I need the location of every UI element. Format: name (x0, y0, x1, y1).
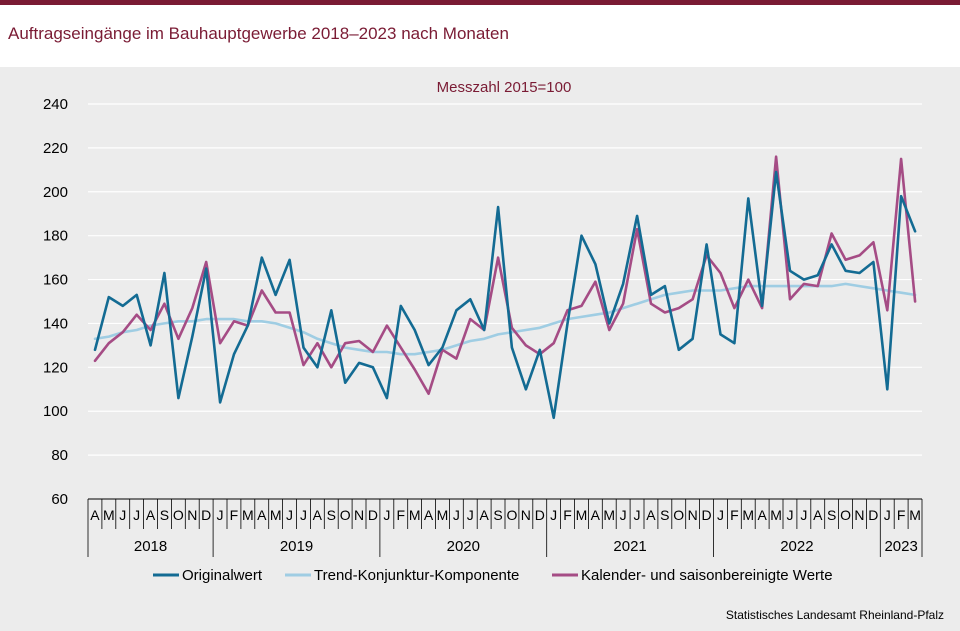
y-tick-label: 200 (43, 184, 68, 201)
x-month-label: D (368, 507, 378, 523)
series-line (93, 282, 917, 356)
x-month-label: A (146, 507, 156, 523)
x-month-label: J (884, 507, 891, 523)
grid-lines (88, 103, 922, 456)
x-month-label: F (230, 507, 239, 523)
x-month-label: N (854, 507, 864, 523)
x-month-label: N (521, 507, 531, 523)
y-tick-label: 160 (43, 272, 68, 289)
y-tick-label: 80 (51, 447, 68, 464)
top-accent-bar (0, 0, 960, 5)
x-month-label: A (90, 507, 100, 523)
y-tick-label: 100 (43, 403, 68, 420)
chart-subtitle: Messzahl 2015=100 (437, 79, 572, 96)
x-month-label: S (160, 507, 169, 523)
x-month-label: A (257, 507, 267, 523)
x-month-label: M (770, 507, 782, 523)
x-month-label: O (673, 507, 684, 523)
x-month-label: J (119, 507, 126, 523)
x-month-label: S (660, 507, 669, 523)
x-month-label: J (300, 507, 307, 523)
x-month-label: D (701, 507, 711, 523)
legend-label: Kalender- und saisonbereinigte Werte (581, 567, 833, 584)
x-month-label: F (730, 507, 739, 523)
x-month-label: F (897, 507, 906, 523)
x-month-label: M (409, 507, 421, 523)
x-month-label: J (800, 507, 807, 523)
series-line (93, 170, 917, 420)
x-month-label: J (717, 507, 724, 523)
x-month-label: M (576, 507, 588, 523)
x-month-label: J (133, 507, 140, 523)
chart-panel (0, 67, 960, 631)
series-lines (93, 155, 917, 420)
x-month-label: F (563, 507, 572, 523)
x-month-label: J (467, 507, 474, 523)
x-month-label: A (591, 507, 601, 523)
x-month-label: F (396, 507, 405, 523)
x-month-label: O (507, 507, 518, 523)
x-month-label: S (327, 507, 336, 523)
x-month-label: M (242, 507, 254, 523)
x-month-label: J (550, 507, 557, 523)
x-month-label: J (383, 507, 390, 523)
x-year-label: 2022 (780, 538, 813, 555)
x-year-label: 2023 (884, 538, 917, 555)
x-month-label: N (187, 507, 197, 523)
x-month-label: A (757, 507, 767, 523)
x-month-label: O (173, 507, 184, 523)
x-month-label: D (868, 507, 878, 523)
x-month-label: J (217, 507, 224, 523)
x-month-label: N (354, 507, 364, 523)
line-chart: Messzahl 2015=100 60 80 100 120 140 160 180 200… (43, 79, 944, 622)
x-month-label: N (688, 507, 698, 523)
x-month-label: J (453, 507, 460, 523)
x-month-label: A (646, 507, 656, 523)
x-month-label: M (437, 507, 449, 523)
legend-label: Trend-Konjunktur-Komponente (314, 567, 519, 584)
x-month-label: D (201, 507, 211, 523)
legend-label: Originalwert (182, 567, 263, 584)
x-month-label: A (479, 507, 489, 523)
x-year-label: 2020 (447, 538, 480, 555)
x-month-label: M (270, 507, 282, 523)
x-year-label: 2019 (280, 538, 313, 555)
x-month-label: J (786, 507, 793, 523)
y-tick-label: 240 (43, 96, 68, 113)
y-tick-label: 180 (43, 228, 68, 245)
x-month-label: M (603, 507, 615, 523)
y-tick-label: 220 (43, 140, 68, 157)
x-year-label: 2021 (613, 538, 646, 555)
x-month-label: M (103, 507, 115, 523)
x-month-label: M (909, 507, 921, 523)
x-month-label: O (340, 507, 351, 523)
x-month-label: D (535, 507, 545, 523)
x-year-label: 2018 (134, 538, 167, 555)
x-month-label: S (493, 507, 502, 523)
x-month-label: M (742, 507, 754, 523)
x-month-label: A (424, 507, 434, 523)
source-note: Statistisches Landesamt Rheinland-Pfalz (726, 608, 944, 622)
y-tick-label: 120 (43, 359, 68, 376)
x-month-label: A (813, 507, 823, 523)
page-title: Auftragseingänge im Bauhauptgewerbe 2018… (8, 24, 509, 43)
y-tick-label: 140 (43, 315, 68, 332)
x-month-label: S (827, 507, 836, 523)
x-month-label: J (634, 507, 641, 523)
x-month-label: J (286, 507, 293, 523)
x-month-label: A (313, 507, 323, 523)
x-month-label: O (840, 507, 851, 523)
legend: Originalwert Trend-Konjunktur-Komponente K… (153, 567, 833, 584)
y-tick-label: 60 (51, 491, 68, 508)
x-month-label: J (620, 507, 627, 523)
